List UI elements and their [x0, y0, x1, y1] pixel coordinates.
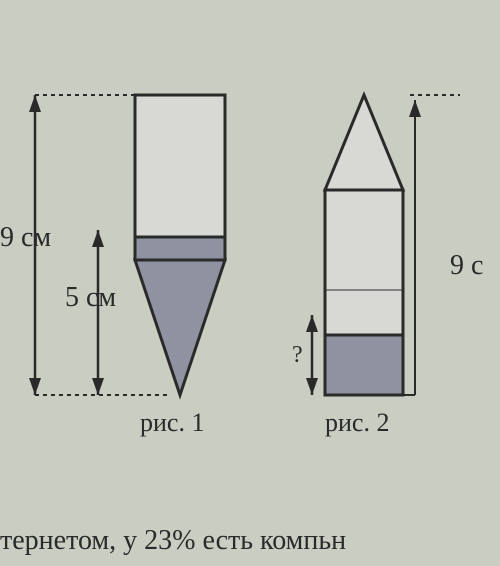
label-9cm-fig2: 9 с: [450, 250, 483, 282]
caption-fig2: рис. 2: [325, 408, 389, 438]
caption-fig1: рис. 1: [140, 408, 204, 438]
label-5cm-fig1: 5 см: [65, 282, 116, 314]
cropped-text-fragment: тернетом, у 23% есть компьн: [0, 525, 346, 557]
label-9cm-fig1: 9 см: [0, 222, 51, 254]
label-unknown: ?: [292, 342, 303, 369]
